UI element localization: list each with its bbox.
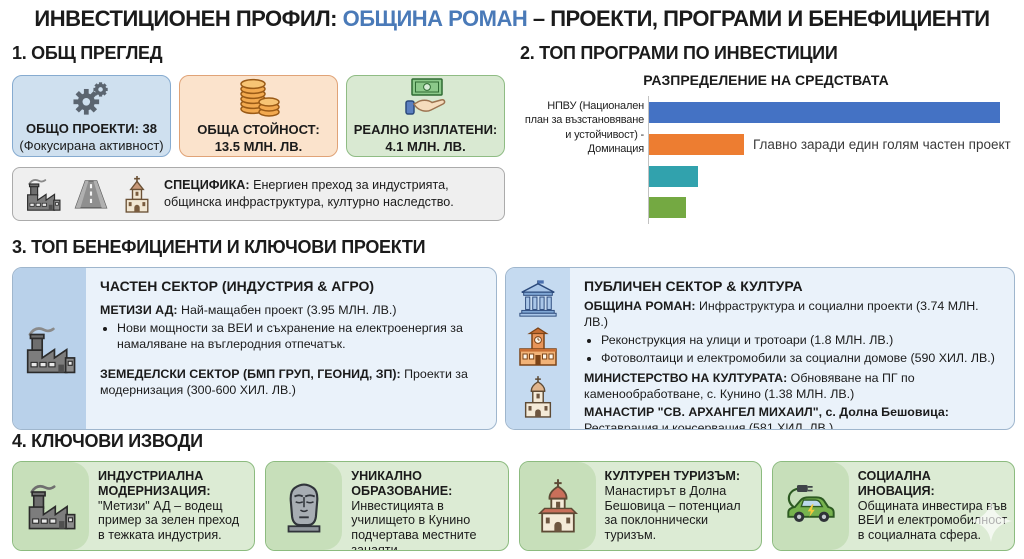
- stat-card-total-projects: ОБЩО ПРОЕКТИ: 38 (Фокусирана активност): [12, 75, 171, 158]
- stat-paid-out-amount: 4.1 МЛН. ЛВ.: [385, 138, 466, 154]
- conclusion-card-text: СОЦИАЛНА ИНОВАЦИЯ: Общината инвестира въ…: [857, 469, 1008, 542]
- stat-paid-out-label: РЕАЛНО ИЗПЛАТЕНИ:: [353, 121, 498, 137]
- public-sector-content: ПУБЛИЧЕН СЕКТОР & КУЛТУРА ОБЩИНА РОМАН: …: [570, 268, 1014, 429]
- church-icon: [519, 462, 596, 551]
- section-programs-heading: 2. ТОП ПРОГРАМИ ПО ИНВЕСТИЦИИ: [520, 43, 838, 63]
- stat-total-projects-note: (Фокусирана активност): [19, 137, 164, 153]
- conclusion-card-innovation: СОЦИАЛНА ИНОВАЦИЯ: Общината инвестира въ…: [771, 461, 1015, 552]
- bullet-item: Фотоволтаици и електромобили за социални…: [601, 350, 1002, 366]
- section-beneficiaries-heading: 3. ТОП БЕНЕФИЦИЕНТИ И КЛЮЧОВИ ПРОЕКТИ: [12, 237, 426, 257]
- conclusion-card-text: КУЛТУРЕН ТУРИЗЪМ: Манастирът в Долна Беш…: [604, 469, 741, 542]
- public-sector-heading: ПУБЛИЧЕН СЕКТОР & КУЛТУРА: [584, 278, 803, 295]
- public-bullet-list: Реконструкция на улици и тротоари (1.8 М…: [584, 332, 1002, 365]
- private-sector-heading: ЧАСТЕН СЕКТОР (ИНДУСТРИЯ & АГРО): [100, 278, 375, 295]
- specifics-body: Енергиен преход за индустрията, общинска…: [164, 178, 454, 210]
- chart-bar-2: [649, 134, 744, 156]
- agri-sector-item: ЗЕМЕДЕЛСКИ СЕКТОР (БМП ГРУП, ГЕОНИД, ЗП)…: [100, 366, 468, 397]
- public-sector-icon-column: [506, 268, 570, 430]
- specifics-label: СПЕЦИФИКА:: [164, 178, 250, 193]
- school-icon: [516, 326, 560, 367]
- conclusion-card-tourism: КУЛТУРЕН ТУРИЗЪМ: Манастирът в Долна Беш…: [518, 461, 762, 552]
- ministry-item: МИНИСТЕРСТВО НА КУЛТУРАТА: Обновяване на…: [584, 370, 915, 401]
- title-highlight: ОБЩИНА РОМАН: [342, 6, 528, 31]
- chart-bar-3: [649, 166, 699, 188]
- gears-icon: [69, 79, 115, 117]
- road-icon: [73, 176, 109, 212]
- public-sector-panel: ПУБЛИЧЕН СЕКТОР & КУЛТУРА ОБЩИНА РОМАН: …: [505, 267, 1015, 431]
- chart-bar-4: [649, 197, 686, 219]
- stat-total-projects-value: ОБЩО ПРОЕКТИ: 38: [26, 120, 157, 136]
- specifics-bar: СПЕЦИФИКА: Енергиен преход за индустрият…: [12, 167, 505, 222]
- section-overview-heading: 1. ОБЩ ПРЕГЛЕД: [12, 43, 163, 63]
- stat-total-value-label: ОБЩА СТОЙНОСТ:: [197, 121, 320, 137]
- specifics-icons: [23, 174, 155, 214]
- chart-title: РАЗПРЕДЕЛЕНИЕ НА СРЕДСТВАТА: [643, 72, 889, 89]
- conclusion-card-text: УНИКАЛНО ОБРАЗОВАНИЕ: Инвестицията в учи…: [351, 469, 477, 552]
- section-conclusions-heading: 4. КЛЮЧОВИ ИЗВОДИ: [12, 431, 203, 451]
- statue-icon: [266, 462, 343, 551]
- sparkle-watermark-icon: [968, 498, 1014, 544]
- section-conclusions: 4. КЛЮЧОВИ ИЗВОДИ: [12, 430, 1015, 552]
- stat-card-total-value: ОБЩА СТОЙНОСТ: 13.5 МЛН. ЛВ.: [179, 75, 338, 158]
- bullet-item: Реконструкция на улици и тротоари (1.8 М…: [601, 332, 1002, 348]
- coins-icon: [236, 78, 282, 118]
- specifics-text: СПЕЦИФИКА: Енергиен преход за индустрият…: [164, 177, 494, 210]
- page-title: ИНВЕСТИЦИОНЕН ПРОФИЛ: ОБЩИНА РОМАН – ПРО…: [0, 6, 1024, 32]
- title-prefix: ИНВЕСТИЦИОНЕН ПРОФИЛ:: [34, 6, 343, 31]
- bank-icon: [517, 278, 559, 318]
- stat-total-value-amount: 13.5 МЛН. ЛВ.: [214, 138, 303, 154]
- private-sector-icon-column: [13, 268, 86, 430]
- private-bullet-list: Нови мощности за ВЕИ и съхранение на еле…: [100, 320, 484, 352]
- ev-car-icon: [772, 462, 849, 551]
- stat-card-paid-out: РЕАЛНО ИЗПЛАТЕНИ: 4.1 МЛН. ЛВ.: [346, 75, 505, 158]
- factory-icon: [23, 175, 63, 213]
- beneficiaries-panels: ЧАСТЕН СЕКТОР (ИНДУСТРИЯ & АГРО) МЕТИЗИ …: [12, 267, 1015, 431]
- stat-card-row: ОБЩО ПРОЕКТИ: 38 (Фокусирана активност): [12, 75, 505, 158]
- factory-icon: [13, 462, 89, 551]
- title-suffix: – ПРОЕКТИ, ПРОГРАМИ И БЕНЕФИЦИЕНТИ: [527, 6, 990, 31]
- money-hand-icon: [402, 78, 450, 118]
- private-sector-content: ЧАСТЕН СЕКТОР (ИНДУСТРИЯ & АГРО) МЕТИЗИ …: [86, 268, 496, 429]
- factory-icon: [21, 322, 79, 376]
- metizi-item: МЕТИЗИ АД: Най-мащабен проект (3.95 МЛН.…: [100, 303, 397, 318]
- bullet-item: Нови мощности за ВЕИ и съхранение на еле…: [117, 320, 484, 352]
- monastery-item: МАНАСТИР "СВ. АРХАНГЕЛ МИХАИЛ", с. Долна…: [584, 404, 949, 431]
- section-overview: 1. ОБЩ ПРЕГЛЕД: [12, 42, 505, 222]
- chart-annotation: Главно заради един голям частен проект: [753, 137, 1011, 153]
- funds-distribution-chart: НПВУ (Национален план за възстановяване …: [520, 96, 1012, 228]
- monastery-icon: [519, 375, 557, 419]
- private-sector-panel: ЧАСТЕН СЕКТОР (ИНДУСТРИЯ & АГРО) МЕТИЗИ …: [12, 267, 497, 431]
- chart-category-label: НПВУ (Национален план за възстановяване …: [524, 100, 644, 155]
- conclusion-card-education: УНИКАЛНО ОБРАЗОВАНИЕ: Инвестицията в учи…: [265, 461, 509, 552]
- section-beneficiaries: 3. ТОП БЕНЕФИЦИЕНТИ И КЛЮЧОВИ ПРОЕКТИ: [12, 236, 1015, 431]
- church-icon: [119, 174, 155, 214]
- conclusion-card-text: ИНДУСТРИАЛНА МОДЕРНИЗАЦИЯ: "Метизи" АД –…: [98, 469, 240, 542]
- chart-bar-npvu: [649, 102, 1000, 124]
- conclusion-card-row: ИНДУСТРИАЛНА МОДЕРНИЗАЦИЯ: "Метизи" АД –…: [12, 461, 1015, 552]
- chart-plot-area: Главно заради един голям частен проект: [648, 96, 1011, 225]
- municipality-item: ОБЩИНА РОМАН: Инфраструктура и социални …: [584, 299, 979, 330]
- section-programs: 2. ТОП ПРОГРАМИ ПО ИНВЕСТИЦИИ РАЗПРЕДЕЛЕ…: [520, 42, 1012, 228]
- conclusion-card-industry: ИНДУСТРИАЛНА МОДЕРНИЗАЦИЯ: "Метизи" АД –…: [12, 461, 256, 552]
